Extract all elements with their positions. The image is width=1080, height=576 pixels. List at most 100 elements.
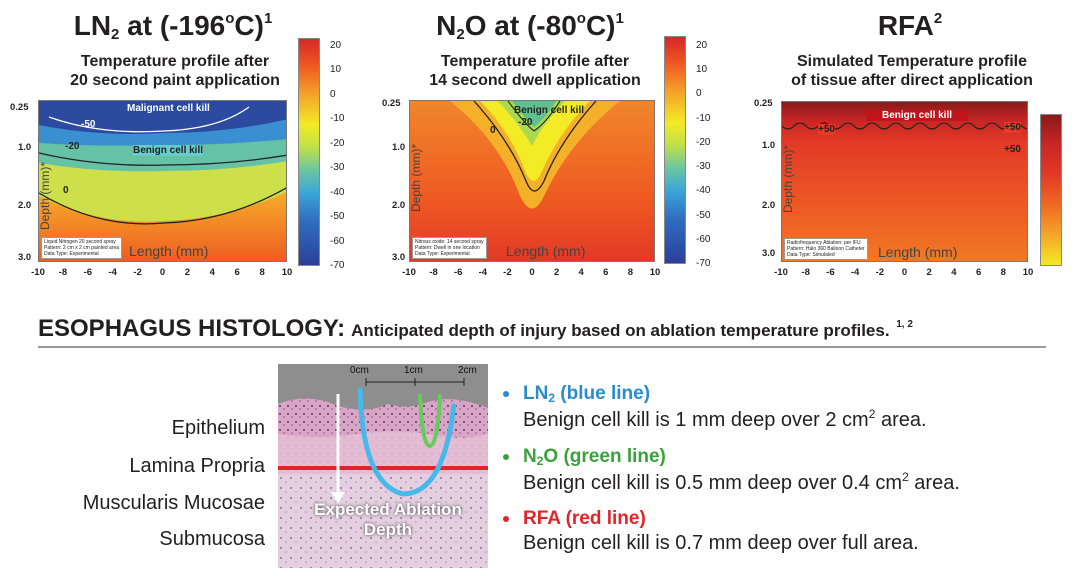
x-tick-label: 6 (234, 267, 240, 278)
histology-heading: ESOPHAGUS HISTOLOGY: Anticipated depth of… (38, 315, 913, 342)
layer-label-submucosa: Submucosa (159, 528, 265, 550)
x-tick-label: 2 (184, 267, 191, 278)
n2o-ylabel: Depth (mm)* (409, 143, 424, 213)
scale-tick-1: 1cm (404, 365, 423, 376)
legend-ln2-dot (503, 391, 509, 397)
ln2-annotation-malignant: Malignant cell kill (127, 103, 210, 114)
x-tick-label: -6 (453, 267, 463, 278)
rfa-note: Radiofrequency Ablation: per IFU Pattern… (784, 238, 868, 260)
scale-tick-2: 2cm (458, 365, 477, 376)
x-tick-label: -4 (108, 267, 117, 278)
x-tick-label: -2 (133, 267, 142, 278)
rfa-contour-label-2: +50 (1004, 122, 1021, 133)
ln2-contour-label-1: -50 (81, 119, 96, 130)
legend-ln2-body: Benign cell kill is 1 mm deep over 2 cm2… (523, 407, 927, 431)
rfa-ylabel: Depth (mm)* (781, 144, 796, 214)
rfa-ytick-2: 2.0 (762, 200, 776, 211)
legend-rfa-body: Benign cell kill is 0.7 mm deep over ful… (523, 532, 919, 554)
colorbar-tick-label: -40 (330, 186, 345, 198)
colorbar-tick-label: -10 (330, 113, 345, 125)
colorbar-tick-label: 0 (330, 88, 336, 100)
colorbar-tick-label: 10 (330, 64, 342, 76)
x-tick-label: -8 (429, 267, 438, 278)
ln2-contour-label-3: 0 (63, 185, 69, 196)
panel-ln2-title: LN2 at (-196oC)1 (73, 10, 273, 43)
x-tick-label: -6 (83, 267, 93, 278)
x-tick-label: 0 (159, 267, 166, 278)
x-tick-label: 8 (259, 267, 265, 278)
histology-image: 0cm 1cm 2cm Expected Ablation Depth (278, 364, 488, 568)
layer-label-muscularis-mucosae: Muscularis Mucosae (82, 492, 265, 514)
panel-n2o-subtitle: Temperature profile after 14 second dwel… (429, 53, 641, 89)
rfa-contour-label-1: +50 (818, 124, 835, 135)
x-tick-label: -2 (875, 267, 885, 278)
ln2-ylabel: Depth (mm)* (38, 161, 53, 231)
ln2-ytick-3: 3.0 (18, 252, 32, 263)
colorbar-tick-label: -30 (330, 162, 345, 174)
x-tick-label: 8 (1000, 267, 1006, 278)
colorbar-tick-label: -60 (330, 235, 345, 247)
colorbar-tick-label: -20 (330, 137, 345, 149)
colorbar-tick-label: -50 (330, 211, 345, 223)
ablation-label: Expected Ablation Depth (314, 500, 462, 539)
rfa-heatmap: Benign cell kill +50 +50 +50 Depth (mm)*… (781, 101, 1028, 262)
colorbar-tick-label: 20 (330, 40, 342, 51)
legend-ln2-head: LN2 (blue line) (523, 383, 651, 405)
layer-label-lamina-propria: Lamina Propria (129, 455, 265, 477)
colorbar-tick-label: -40 (696, 185, 711, 197)
x-tick-label: 6 (975, 267, 982, 278)
x-tick-label: -2 (503, 267, 512, 278)
colorbar-tick-label: -60 (696, 233, 711, 245)
x-tick-label: -8 (801, 267, 810, 278)
n2o-contour-label-2: 0 (490, 125, 496, 136)
rfa-contour-label-3: +50 (1004, 144, 1021, 155)
x-tick-label: 2 (926, 267, 932, 278)
x-tick-label: -10 (402, 267, 416, 278)
x-tick-label: 4 (209, 267, 215, 278)
rfa-ytick-1: 1.0 (762, 140, 776, 151)
rfa-colorbar (1040, 114, 1062, 266)
legend-n2o-body: Benign cell kill is 0.5 mm deep over 0.4… (523, 470, 960, 494)
x-tick-label: 10 (1022, 267, 1034, 278)
x-tick-label: -6 (826, 267, 835, 278)
colorbar-tick-label: -70 (330, 260, 345, 271)
ln2-note: Liquid Nitrogen 20 second spray Pattern:… (41, 237, 123, 259)
x-tick-label: -10 (774, 267, 788, 278)
n2o-contour-label-1: -20 (518, 117, 533, 128)
panel-rfa-subtitle: Simulated Temperature profile of tissue … (791, 53, 1033, 89)
colorbar-tick-label: 0 (696, 88, 702, 100)
x-tick-label: 2 (553, 267, 560, 278)
ln2-ytick-1: 1.0 (18, 142, 32, 153)
legend-n2o-head: N2O (green line) (523, 446, 666, 468)
panel-ln2-subtitle: Temperature profile after 20 second pain… (70, 53, 280, 89)
n2o-ytick-0: 0.25 (382, 98, 401, 109)
x-tick-label: -4 (850, 267, 860, 278)
rfa-ytick-0: 0.25 (754, 98, 773, 109)
n2o-xlabel: Length (mm) (506, 243, 586, 259)
section-divider (38, 346, 1046, 348)
x-tick-label: 0 (529, 267, 535, 278)
scale-tick-0: 0cm (350, 365, 369, 376)
ln2-xlabel: Length (mm) (129, 243, 209, 259)
panel-n2o-title: N2O at (-80oC)1 (436, 10, 624, 43)
x-tick-label: -8 (58, 267, 68, 278)
legend-rfa-dot (503, 516, 509, 522)
x-tick-label: 0 (901, 267, 908, 278)
ln2-annotation-benign: Benign cell kill (133, 145, 204, 156)
x-tick-label: -10 (31, 267, 45, 278)
n2o-ytick-1: 1.0 (392, 142, 406, 153)
n2o-annotation-benign: Benign cell kill (514, 105, 585, 116)
ln2-colorbar (298, 38, 320, 266)
panel-rfa-title: RFA2 (877, 10, 943, 41)
rfa-annotation-benign: Benign cell kill (866, 110, 969, 121)
rfa-xlabel: Length (mm) (878, 244, 958, 260)
n2o-ytick-2: 2.0 (392, 200, 406, 211)
x-tick-label: 4 (951, 267, 957, 278)
layer-label-epithelium: Epithelium (171, 417, 265, 439)
ln2-heatmap: Malignant cell kill Benign cell kill -50… (38, 100, 287, 262)
n2o-colorbar (664, 36, 686, 264)
colorbar-tick-label: -50 (696, 209, 711, 221)
colorbar-tick-label: -70 (696, 258, 711, 269)
n2o-ytick-3: 3.0 (392, 252, 406, 263)
ln2-contour-label-2: -20 (65, 141, 80, 152)
